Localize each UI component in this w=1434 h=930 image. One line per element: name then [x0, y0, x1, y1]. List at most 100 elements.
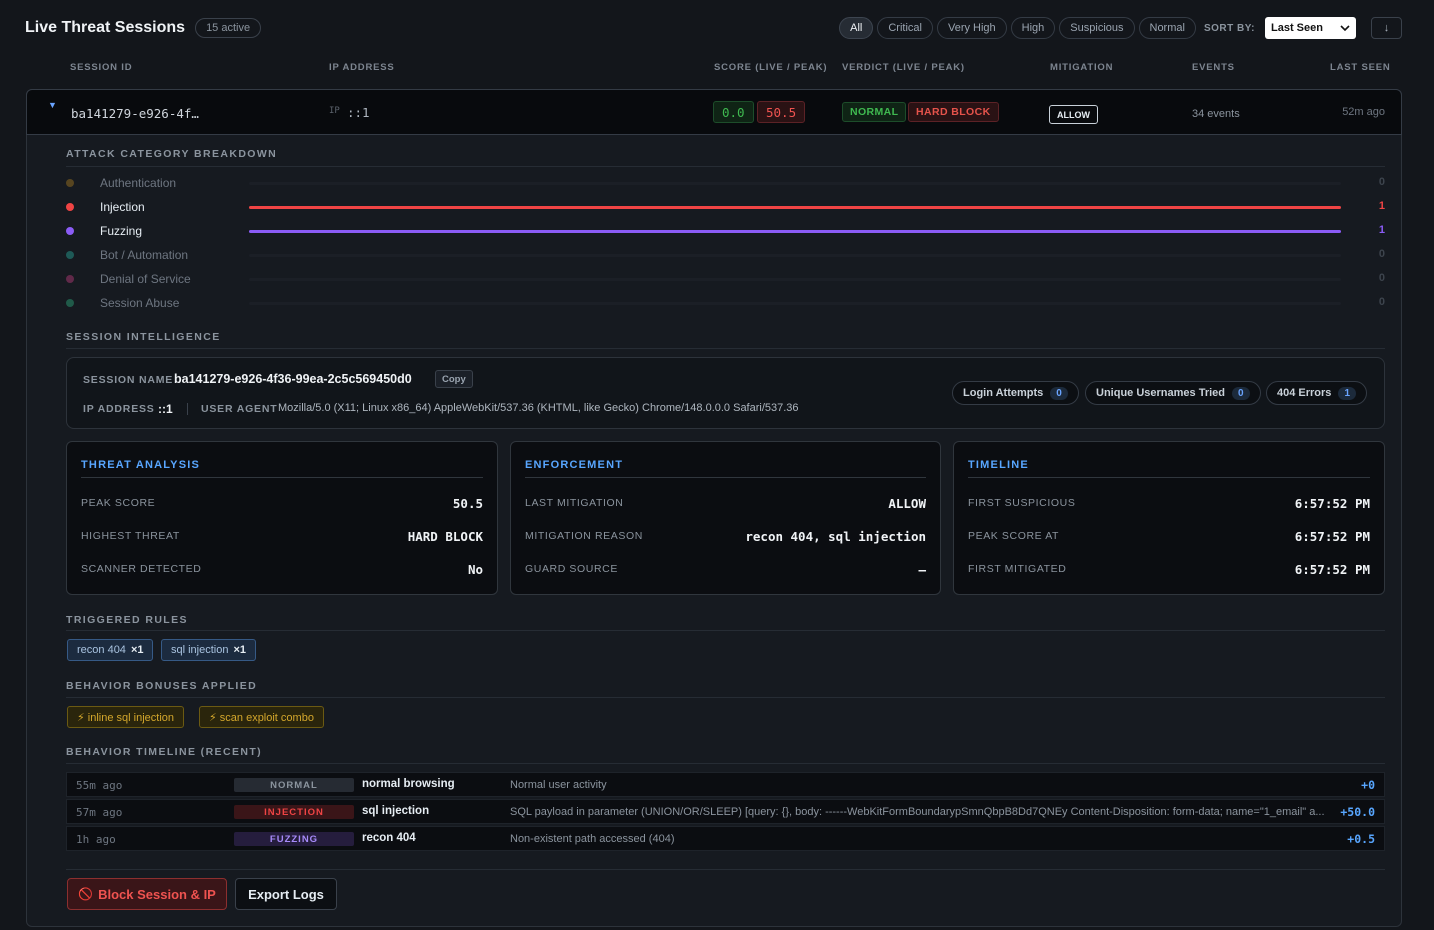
col-mitigation[interactable]: MITIGATION: [1050, 62, 1114, 73]
category-bar-track: [249, 278, 1341, 281]
col-session-id[interactable]: SESSION ID: [70, 62, 133, 73]
mitigation-badge[interactable]: ALLOW: [1049, 105, 1098, 124]
stat-label: Login Attempts: [963, 387, 1044, 399]
enforcement-card: ENFORCEMENT LAST MITIGATION ALLOW MITIGAT…: [510, 441, 941, 595]
rule-chip: recon 404 ×1: [67, 639, 154, 661]
card-key: GUARD SOURCE: [525, 563, 618, 575]
session-name: ba141279-e926-4f36-99ea-2c5c569450d0: [174, 372, 412, 386]
filter-all[interactable]: All: [839, 17, 874, 39]
category-dot-icon: [66, 203, 74, 211]
timeline-row: 1h ago FUZZING recon 404 Non-existent path …: [66, 826, 1385, 851]
category-label: Session Abuse: [100, 296, 180, 310]
card-value: 6:57:52 PM: [1294, 562, 1370, 577]
col-events[interactable]: EVENTS: [1192, 62, 1235, 73]
divider: [66, 869, 1385, 870]
timeline-description: SQL payload in parameter (UNION/OR/SLEEP…: [510, 806, 1325, 818]
timeline-time: 55m ago: [76, 779, 123, 792]
category-dot-icon: [66, 299, 74, 307]
breakdown-title: ATTACK CATEGORY BREAKDOWN: [66, 148, 278, 160]
copy-button[interactable]: Copy: [435, 370, 473, 388]
session-intel-box: SESSION NAME ba141279-e926-4f36-99ea-2c5…: [66, 357, 1385, 429]
score-live: 0.0: [713, 101, 754, 123]
ip-address: ::1: [347, 105, 370, 120]
col-score[interactable]: SCORE (LIVE / PEAK): [714, 62, 828, 73]
col-ip-address[interactable]: IP ADDRESS: [329, 62, 395, 73]
score-peak: 50.5: [757, 101, 806, 123]
expand-toggle-icon[interactable]: ▼: [48, 100, 57, 110]
card-value: –: [918, 562, 926, 577]
stat-label: Unique Usernames Tried: [1096, 387, 1225, 399]
category-row: Authentication 0: [66, 175, 1385, 191]
category-bar-track: [249, 206, 1341, 209]
ip-label: IP ADDRESS: [83, 403, 155, 415]
threat-analysis-card: THREAT ANALYSIS PEAK SCORE 50.5 HIGHEST T…: [66, 441, 498, 595]
card-row: PEAK SCORE AT 6:57:52 PM: [968, 529, 1370, 545]
category-dot-icon: [66, 227, 74, 235]
filter-critical[interactable]: Critical: [877, 17, 933, 39]
page-title: Live Threat Sessions: [25, 19, 186, 36]
rule-count: ×1: [233, 644, 247, 656]
category-count: 0: [1378, 296, 1385, 308]
timeline-description: Normal user activity: [510, 779, 607, 791]
category-row: Denial of Service 0: [66, 271, 1385, 287]
verdict-peak-badge: HARD BLOCK: [908, 102, 999, 122]
verdict-live-badge: NORMAL: [842, 102, 907, 122]
card-value: ALLOW: [888, 496, 926, 511]
category-row: Session Abuse 0: [66, 295, 1385, 311]
category-row: Fuzzing 1: [66, 223, 1385, 239]
card-key: FIRST MITIGATED: [968, 563, 1067, 575]
timeline-score-delta: +0: [1361, 778, 1375, 792]
category-bar-fill: [249, 206, 1341, 209]
timeline-time: 1h ago: [76, 833, 116, 846]
card-value: HARD BLOCK: [407, 529, 483, 544]
category-dot-icon: [66, 275, 74, 283]
stat-label: 404 Errors: [1277, 387, 1332, 399]
bonus-chip: ⚡ inline sql injection: [67, 706, 184, 728]
export-logs-button[interactable]: Export Logs: [235, 878, 337, 910]
sort-select[interactable]: Last Seen: [1265, 17, 1356, 39]
stat-login-attempts: Login Attempts 0: [952, 381, 1079, 405]
card-value: No: [467, 562, 483, 577]
rule-label: sql injection: [171, 644, 229, 656]
timeline-action: sql injection: [362, 805, 430, 817]
sort-select-value: Last Seen: [1271, 22, 1323, 34]
rules-title: TRIGGERED RULES: [66, 614, 188, 626]
timeline-description: Non-existent path accessed (404): [510, 833, 675, 845]
ip-prefix-label: IP: [329, 106, 340, 116]
filter-very-high[interactable]: Very High: [936, 17, 1007, 39]
stat-unique-usernames: Unique Usernames Tried 0: [1085, 381, 1261, 405]
divider: [66, 630, 1385, 631]
filter-high[interactable]: High: [1010, 17, 1056, 39]
intel-ip: ::1: [158, 402, 173, 416]
category-bar-fill: [249, 230, 1341, 233]
timeline-tag: INJECTION: [234, 805, 354, 819]
category-label: Authentication: [100, 176, 177, 190]
col-verdict[interactable]: VERDICT (LIVE / PEAK): [842, 62, 965, 73]
page-header: Live Threat Sessions 15 active All Criti…: [25, 16, 1402, 40]
user-agent-label: USER AGENT: [201, 403, 278, 415]
active-count-badge: 15 active: [195, 18, 262, 38]
stat-404-errors: 404 Errors 1: [1266, 381, 1367, 405]
block-session-button[interactable]: 🚫 Block Session & IP: [67, 878, 227, 910]
divider: [66, 348, 1385, 349]
session-id: ba141279-e926-4f…: [71, 106, 199, 121]
card-value: recon 404, sql injection: [745, 529, 926, 544]
category-dot-icon: [66, 251, 74, 259]
timeline-card: TIMELINE FIRST SUSPICIOUS 6:57:52 PM PEAK…: [953, 441, 1385, 595]
user-agent: Mozilla/5.0 (X11; Linux x86_64) AppleWeb…: [278, 402, 799, 414]
session-row[interactable]: ▼ ba141279-e926-4f… IP ::1 0.0 50.5 NORM…: [26, 89, 1402, 135]
divider: [81, 477, 483, 478]
rule-chip: sql injection ×1: [161, 639, 257, 661]
bonuses-title: BEHAVIOR BONUSES APPLIED: [66, 680, 258, 692]
filter-suspicious[interactable]: Suspicious: [1059, 17, 1135, 39]
card-row: FIRST SUSPICIOUS 6:57:52 PM: [968, 496, 1370, 512]
session-name-label: SESSION NAME: [83, 374, 174, 386]
filter-normal[interactable]: Normal: [1138, 17, 1196, 39]
category-dot-icon: [66, 179, 74, 187]
category-count: 1: [1378, 224, 1385, 236]
sort-direction-button[interactable]: ↓: [1371, 17, 1402, 39]
timeline-tag: FUZZING: [234, 832, 354, 846]
category-bar-track: [249, 302, 1341, 305]
col-last-seen[interactable]: LAST SEEN: [1330, 62, 1391, 73]
card-value: 6:57:52 PM: [1294, 496, 1370, 511]
